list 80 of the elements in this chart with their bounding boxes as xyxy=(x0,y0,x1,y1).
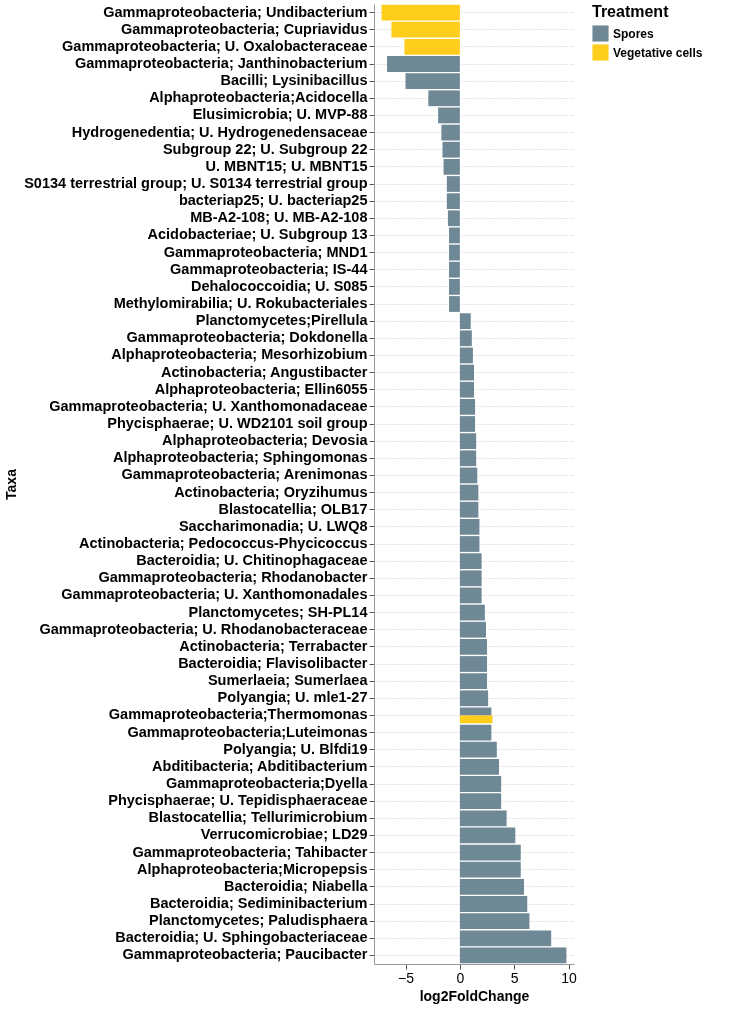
y-tick-label: Gammaproteobacteria; U. Rhodanobacteraceae xyxy=(39,620,368,637)
bar xyxy=(459,604,485,621)
y-tick-label: Alphaproteobacteria; Sphingomonas xyxy=(112,449,368,466)
y-tick-label: Phycisphaerae; U. Tepidisphaeraceae xyxy=(108,792,368,809)
y-tick-label: Gammaproteobacteria; U. Xanthomonadaceae xyxy=(49,397,368,414)
y-tick-label: Gammaproteobacteria; Undibacterium xyxy=(103,3,368,20)
y-tick-label: Alphaproteobacteria;Micropepsis xyxy=(137,860,368,877)
y-tick-label: Planctomycetes; Paludisphaera xyxy=(149,912,369,929)
y-tick-label: Gammaproteobacteria; Paucibacter xyxy=(122,946,368,963)
y-tick-label: Phycisphaerae; U. WD2101 soil group xyxy=(107,415,368,431)
y-tick-label: Gammaproteobacteria; Arenimonas xyxy=(121,466,368,483)
y-tick-label: Saccharimonadia; U. LWQ8 xyxy=(178,517,368,534)
y-tick-label: Planctomycetes;Pirellula xyxy=(195,312,369,329)
bar xyxy=(459,484,479,501)
y-tick-label: Blastocatellia; OLB17 xyxy=(218,500,368,517)
x-tick-label: 0 xyxy=(456,969,465,986)
y-tick-label: Hydrogenedentia; U. Hydrogenedensaceae xyxy=(71,123,368,140)
y-tick-label: Actinobacteria; Pedococcus-Phycicoccus xyxy=(79,535,368,551)
y-tick-label: Gammaproteobacteria; IS-44 xyxy=(170,260,368,277)
y-tick-label: Bacteroidia; Flavisolibacter xyxy=(178,655,368,671)
y-tick-label: Gammaproteobacteria;Thermomonas xyxy=(108,706,368,723)
y-tick-label: Gammaproteobacteria;Dyella xyxy=(166,775,369,791)
legend-label: Spores xyxy=(613,26,655,41)
x-tick-label: 10 xyxy=(561,969,578,986)
y-axis-title: Taxa xyxy=(2,468,19,500)
y-tick-label: Bacteroidia; Sediminibacterium xyxy=(149,895,368,911)
y-tick-label: Polyangia; U. mle1-27 xyxy=(217,689,368,706)
y-tick-label: Methylomirabilia; U. Rokubacteriales xyxy=(113,295,368,311)
y-tick-label: Acidobacteriae; U. Subgroup 13 xyxy=(147,226,368,243)
bar xyxy=(459,467,478,484)
y-tick-label: Blastocatellia; Tellurimicrobium xyxy=(148,809,368,826)
y-tick-label: Elusimicrobia; U. MVP-88 xyxy=(192,106,368,123)
y-tick-label: Abditibacteria; Abditibacterium xyxy=(152,757,368,774)
y-tick-label: Gammaproteobacteria; Tahibacter xyxy=(132,843,368,860)
bar xyxy=(449,244,460,261)
y-tick-label: Gammaproteobacteria; Cupriavidus xyxy=(120,20,368,37)
bar xyxy=(449,227,460,244)
y-tick-label: Gammaproteobacteria;Luteimonas xyxy=(127,723,368,740)
bar xyxy=(459,827,516,844)
bar xyxy=(459,364,474,381)
y-tick-label: Gammaproteobacteria; MND1 xyxy=(163,243,368,260)
y-tick-label: Bacilli; Lysinibacillus xyxy=(220,72,368,89)
y-tick-label: Alphaproteobacteria; Mesorhizobium xyxy=(111,346,368,363)
y-tick-label: S0134 terrestrial group; U. S0134 terrestrial group xyxy=(24,175,368,191)
y-tick-label: Actinobacteria; Terrabacter xyxy=(179,637,368,654)
bar xyxy=(459,724,492,741)
legend-title: Treatment xyxy=(592,3,670,20)
bar xyxy=(459,947,567,964)
y-tick-label: MB-A2-108; U. MB-A2-108 xyxy=(190,209,368,226)
y-tick-label: Gammaproteobacteria; Janthinobacterium xyxy=(75,55,368,71)
y-tick-label: Gammaproteobacteria; U. Oxalobacteraceae xyxy=(62,37,368,54)
y-tick-label: Alphaproteobacteria; Ellin6055 xyxy=(154,380,368,397)
y-tick-label: Bacteroidia; Niabella xyxy=(224,877,369,894)
bar xyxy=(438,107,460,124)
y-tick-label: Alphaproteobacteria;Acidocella xyxy=(149,89,369,106)
bar xyxy=(381,4,460,21)
y-tick-label: Dehalococcoidia; U. S085 xyxy=(191,277,368,294)
x-tick-label: −5 xyxy=(398,969,415,986)
y-tick-label: Sumerlaeia; Sumerlaea xyxy=(207,672,369,689)
y-tick-label: Alphaproteobacteria; Devosia xyxy=(162,432,369,449)
y-tick-label: Gammaproteobacteria; Dokdonella xyxy=(126,329,369,346)
y-tick-label: bacteriap25; U. bacteriap25 xyxy=(178,192,368,209)
y-tick-label: Polyangia; U. Blfdi19 xyxy=(223,740,368,757)
bar xyxy=(441,124,460,141)
y-tick-label: Gammaproteobacteria; U. Xanthomonadales xyxy=(61,586,368,603)
y-tick-label: Planctomycetes; SH-PL14 xyxy=(188,603,368,620)
x-axis-title: log2FoldChange xyxy=(419,987,530,1004)
y-tick-label: Actinobacteria; Angustibacter xyxy=(160,363,368,380)
y-tick-label: Bacteroidia; U. Chitinophagaceae xyxy=(136,552,368,569)
y-tick-label: Gammaproteobacteria; Rhodanobacter xyxy=(98,569,368,586)
y-tick-label: Verrucomicrobiae; LD29 xyxy=(200,826,368,843)
bar xyxy=(459,844,521,861)
x-tick-label: 5 xyxy=(510,969,519,986)
y-tick-label: Subgroup 22; U. Subgroup 22 xyxy=(162,140,368,157)
legend-label: Vegetative cells xyxy=(613,45,703,60)
y-tick-label: U. MBNT15; U. MBNT15 xyxy=(205,157,368,174)
bar xyxy=(459,347,473,364)
bar xyxy=(459,587,482,604)
y-tick-label: Actinobacteria; Oryzihumus xyxy=(174,483,368,500)
y-tick-label: Bacteroidia; U. Sphingobacteriaceae xyxy=(115,929,368,946)
